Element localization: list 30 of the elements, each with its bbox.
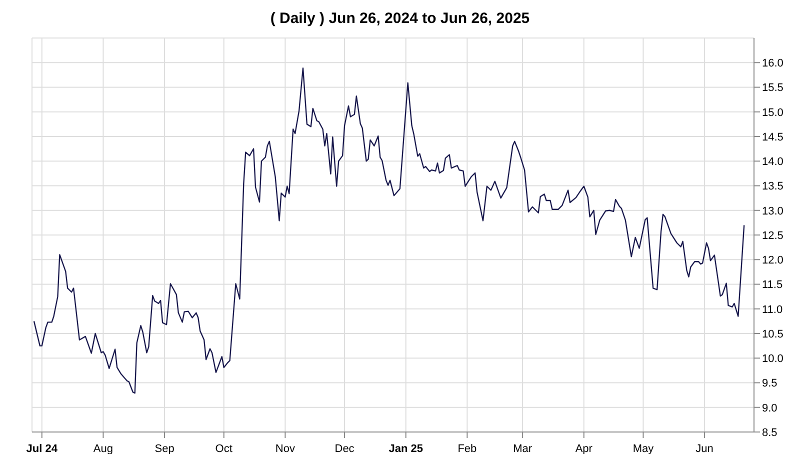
y-tick-label: 11.5 — [762, 279, 783, 292]
y-tick-label: 11.0 — [762, 304, 783, 316]
y-tick-label: 12.0 — [762, 254, 784, 267]
x-tick-label: Jan 25 — [388, 443, 423, 455]
line-series — [33, 67, 745, 394]
y-tick-label: 15.0 — [762, 106, 784, 119]
x-tick-label: Nov — [275, 443, 296, 455]
y-tick-label: 13.0 — [762, 205, 784, 218]
chart-title: ( Daily ) Jun 26, 2024 to Jun 26, 2025 — [269, 9, 531, 29]
x-tick-label: May — [632, 443, 654, 455]
y-tick-label: 16.0 — [762, 58, 784, 70]
x-tick-label: Jun — [696, 443, 714, 455]
x-tick-label: Dec — [334, 443, 355, 455]
y-tick-label: 13.5 — [762, 180, 784, 193]
y-tick-label: 9.5 — [762, 378, 778, 390]
y-tick-label: 10.0 — [762, 353, 784, 366]
y-tick-label: 15.5 — [762, 82, 784, 94]
x-tick-label: Oct — [215, 443, 232, 455]
x-tick-label: Sep — [154, 443, 174, 455]
y-tick-label: 14.5 — [762, 131, 784, 144]
x-tick-label: Aug — [93, 443, 113, 455]
y-tick-label: 14.0 — [762, 156, 784, 168]
x-tick-label: Feb — [458, 443, 477, 455]
y-tick-label: 10.5 — [762, 328, 784, 340]
y-tick-label: 8.5 — [762, 426, 778, 439]
x-tick-label: Mar — [513, 443, 532, 455]
x-tick-label: Apr — [575, 443, 593, 455]
y-tick-label: 9.0 — [762, 402, 778, 414]
y-tick-label: 12.5 — [762, 230, 784, 242]
x-tick-label: Jul 24 — [26, 443, 58, 455]
